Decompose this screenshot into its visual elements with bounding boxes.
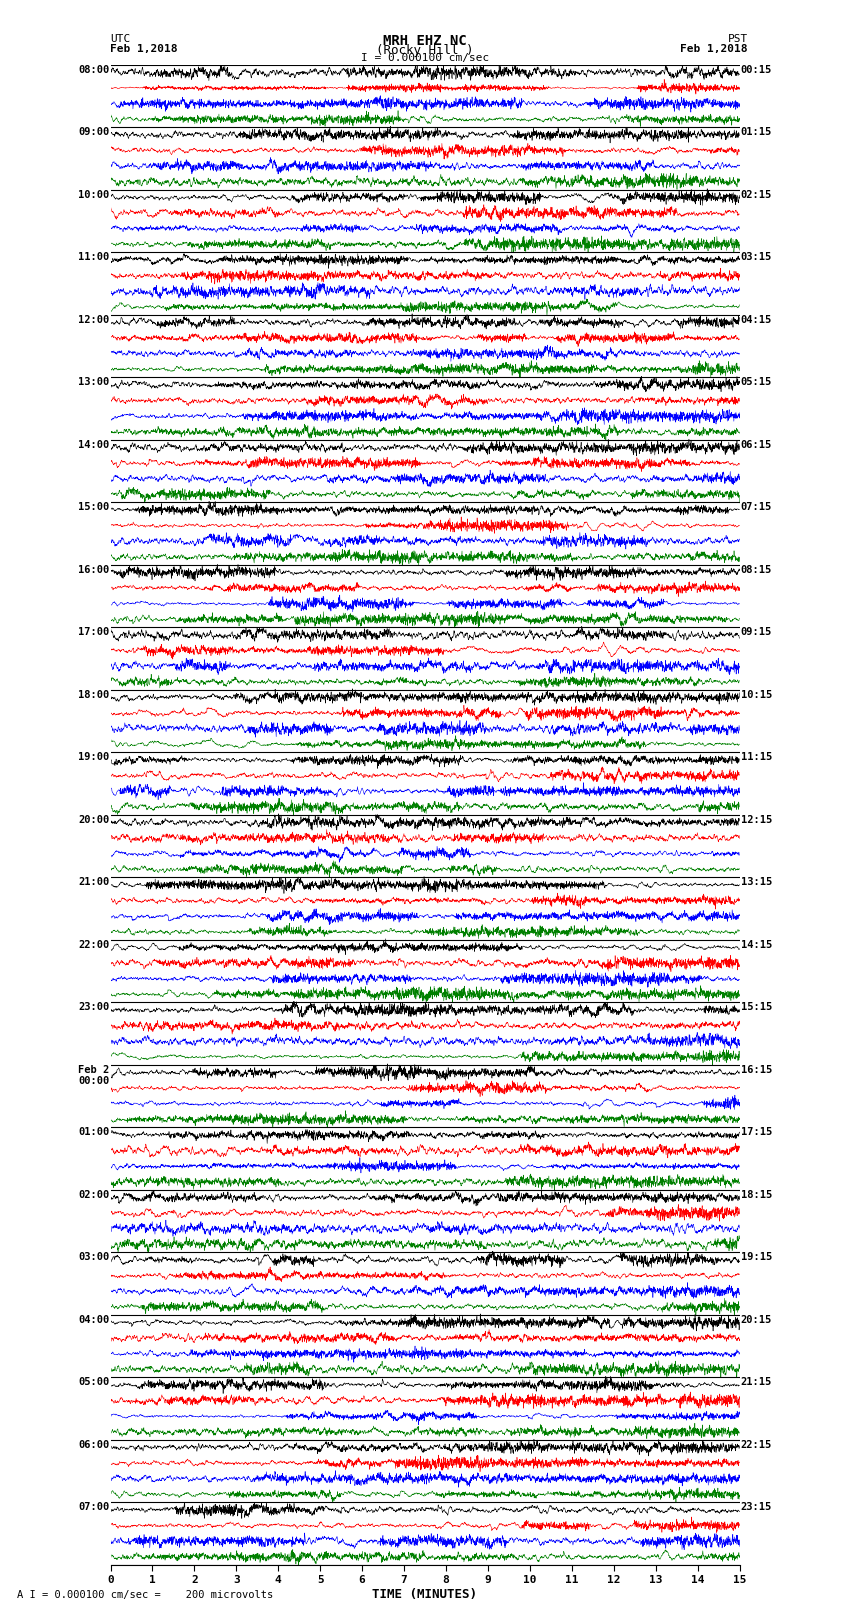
- Text: 20:00: 20:00: [78, 815, 110, 824]
- Text: 19:15: 19:15: [740, 1252, 772, 1261]
- Text: 17:00: 17:00: [78, 627, 110, 637]
- Text: 01:00: 01:00: [78, 1127, 110, 1137]
- Text: 03:00: 03:00: [78, 1252, 110, 1261]
- Text: 04:00: 04:00: [78, 1315, 110, 1324]
- Text: 18:15: 18:15: [740, 1190, 772, 1200]
- Text: 21:00: 21:00: [78, 877, 110, 887]
- Text: 10:15: 10:15: [740, 690, 772, 700]
- Text: 10:00: 10:00: [78, 189, 110, 200]
- Text: I = 0.000100 cm/sec: I = 0.000100 cm/sec: [361, 53, 489, 63]
- Text: 08:15: 08:15: [740, 565, 772, 574]
- Text: 11:00: 11:00: [78, 252, 110, 261]
- Text: 21:15: 21:15: [740, 1378, 772, 1387]
- Text: UTC: UTC: [110, 34, 131, 44]
- Text: 01:15: 01:15: [740, 127, 772, 137]
- Text: 16:15: 16:15: [740, 1065, 772, 1074]
- Text: 00:15: 00:15: [740, 65, 772, 74]
- Text: 14:00: 14:00: [78, 440, 110, 450]
- Text: 15:15: 15:15: [740, 1002, 772, 1011]
- Text: 19:00: 19:00: [78, 752, 110, 761]
- Text: 13:15: 13:15: [740, 877, 772, 887]
- Text: 12:00: 12:00: [78, 315, 110, 324]
- Text: 07:15: 07:15: [740, 502, 772, 511]
- Text: Feb 2
00:00: Feb 2 00:00: [78, 1065, 110, 1086]
- Text: 22:15: 22:15: [740, 1439, 772, 1450]
- Text: 18:00: 18:00: [78, 690, 110, 700]
- Text: 07:00: 07:00: [78, 1502, 110, 1511]
- Text: 05:00: 05:00: [78, 1378, 110, 1387]
- Text: 06:15: 06:15: [740, 440, 772, 450]
- Text: 02:00: 02:00: [78, 1190, 110, 1200]
- Text: 23:15: 23:15: [740, 1502, 772, 1511]
- Text: 09:15: 09:15: [740, 627, 772, 637]
- Text: 08:00: 08:00: [78, 65, 110, 74]
- Text: A I = 0.000100 cm/sec =    200 microvolts: A I = 0.000100 cm/sec = 200 microvolts: [17, 1590, 273, 1600]
- Text: 22:00: 22:00: [78, 939, 110, 950]
- Text: 17:15: 17:15: [740, 1127, 772, 1137]
- Text: 03:15: 03:15: [740, 252, 772, 261]
- Text: 09:00: 09:00: [78, 127, 110, 137]
- Text: PST: PST: [728, 34, 748, 44]
- Text: 04:15: 04:15: [740, 315, 772, 324]
- Text: 16:00: 16:00: [78, 565, 110, 574]
- Text: 15:00: 15:00: [78, 502, 110, 511]
- Text: 13:00: 13:00: [78, 377, 110, 387]
- Text: 06:00: 06:00: [78, 1439, 110, 1450]
- Text: 14:15: 14:15: [740, 939, 772, 950]
- Text: 23:00: 23:00: [78, 1002, 110, 1011]
- Text: 05:15: 05:15: [740, 377, 772, 387]
- Text: 20:15: 20:15: [740, 1315, 772, 1324]
- Text: MRH EHZ NC: MRH EHZ NC: [383, 34, 467, 48]
- Text: 11:15: 11:15: [740, 752, 772, 761]
- Text: Feb 1,2018: Feb 1,2018: [110, 44, 178, 53]
- Text: Feb 1,2018: Feb 1,2018: [681, 44, 748, 53]
- Text: 02:15: 02:15: [740, 189, 772, 200]
- Text: (Rocky Hill ): (Rocky Hill ): [377, 44, 473, 56]
- X-axis label: TIME (MINUTES): TIME (MINUTES): [372, 1587, 478, 1600]
- Text: 12:15: 12:15: [740, 815, 772, 824]
